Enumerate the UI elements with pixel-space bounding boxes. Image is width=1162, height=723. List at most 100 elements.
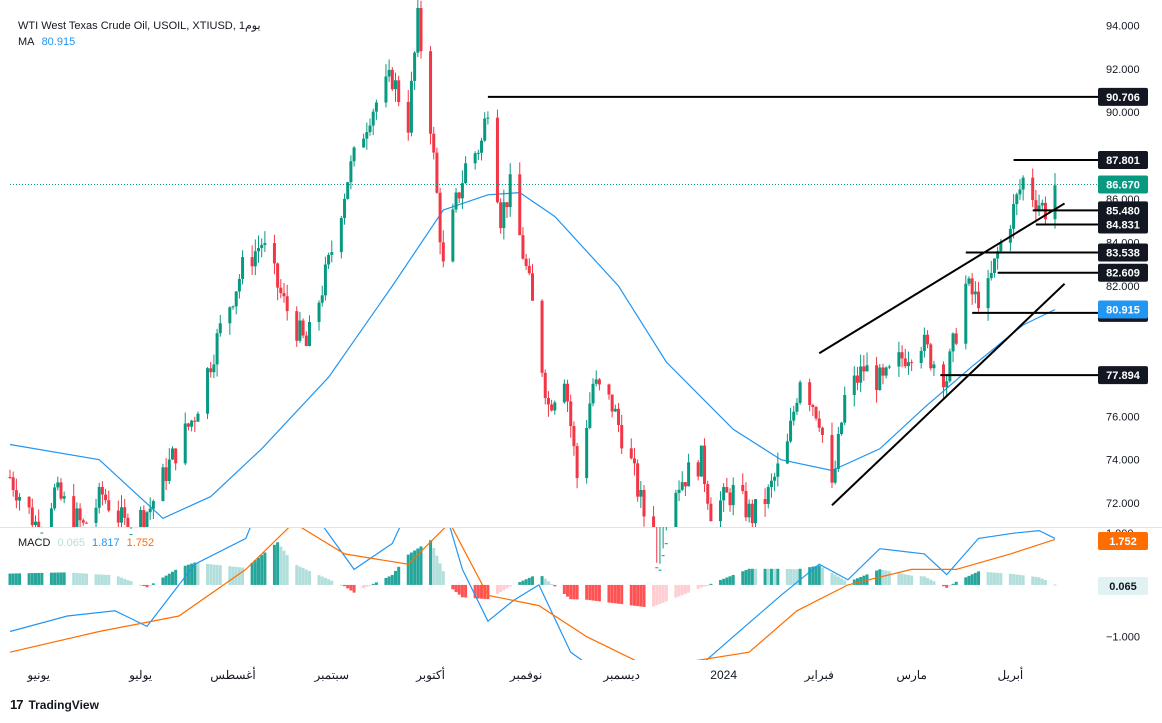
candle-body bbox=[365, 132, 369, 139]
candle-body bbox=[346, 182, 350, 199]
level-label-box bbox=[1098, 263, 1148, 282]
macd-histogram-bar bbox=[884, 570, 888, 585]
candle-body bbox=[951, 333, 955, 352]
candle-body bbox=[840, 422, 844, 434]
time-tick-label: يونيو bbox=[26, 668, 50, 682]
price-tick-label: 90.000 bbox=[1106, 107, 1140, 119]
candle-body bbox=[661, 555, 665, 557]
macd-histogram-bar bbox=[597, 584, 601, 602]
macd-histogram-bar bbox=[260, 555, 264, 585]
macd-histogram-bar bbox=[129, 581, 133, 585]
macd-histogram-bar bbox=[451, 584, 455, 590]
candle-body bbox=[664, 543, 668, 545]
candle-body bbox=[900, 352, 904, 359]
macd-histogram-bar bbox=[836, 576, 840, 585]
macd-histogram-bar bbox=[231, 566, 235, 585]
level-label-text: 87.801 bbox=[1106, 155, 1140, 167]
candle-body bbox=[1015, 194, 1019, 205]
time-axis[interactable]: يونيو يوليو أغسطس سبتمبر أكتوبر نوفمبر ديسمبر 2… bbox=[26, 667, 1023, 682]
macd-histogram-bar bbox=[652, 584, 656, 607]
candle-body bbox=[884, 367, 888, 376]
macd-histogram-bar bbox=[754, 568, 758, 585]
macd-histogram-bar bbox=[49, 572, 53, 585]
candle-body bbox=[196, 413, 200, 422]
trendline[interactable] bbox=[831, 283, 1066, 507]
macd-histogram-bar bbox=[687, 584, 691, 593]
level-label-text: 85.480 bbox=[1106, 205, 1140, 217]
candle-body bbox=[792, 411, 796, 421]
macd-histogram-bar bbox=[977, 571, 981, 585]
macd-histogram-bar bbox=[327, 579, 331, 585]
candle-body bbox=[186, 423, 190, 427]
candle-body bbox=[97, 487, 101, 508]
candles bbox=[8, 0, 1057, 571]
level-label-text: 84.831 bbox=[1106, 219, 1140, 231]
macd-histogram-bar bbox=[1053, 584, 1057, 586]
macd-legend[interactable]: MACD 0.065 1.817 1.752 bbox=[18, 536, 158, 550]
level-label: 82.609 bbox=[1098, 263, 1148, 282]
candle-body bbox=[193, 420, 197, 422]
candle-body bbox=[954, 333, 958, 344]
time-tick-label: ديسمبر bbox=[602, 668, 640, 682]
macd-histogram-bar bbox=[365, 584, 369, 587]
candle-body bbox=[40, 532, 44, 534]
macd-histogram-bar bbox=[193, 562, 197, 585]
macd-histogram-bar bbox=[677, 584, 681, 597]
macd-histogram-bar bbox=[212, 564, 216, 585]
candle-body bbox=[1034, 200, 1038, 211]
symbol-legend[interactable]: WTI West Texas Crude Oil, USOIL, XTIUSD,… bbox=[18, 19, 265, 33]
candle-body bbox=[56, 482, 60, 488]
macd-histogram-bar bbox=[18, 573, 22, 585]
candle-body bbox=[505, 202, 509, 208]
macd-histogram-bar bbox=[789, 569, 793, 585]
macd-histogram-bar bbox=[795, 569, 799, 585]
macd-histogram-bar bbox=[747, 568, 751, 585]
candle-body bbox=[763, 499, 767, 505]
macd-histogram-bar bbox=[900, 573, 904, 585]
macd-histogram-bar bbox=[750, 568, 754, 585]
time-tick-label: فبراير bbox=[804, 668, 834, 682]
macd-histogram-bar bbox=[572, 584, 576, 600]
candle-body bbox=[945, 381, 949, 388]
candle-body bbox=[718, 500, 722, 522]
candle-body bbox=[18, 496, 22, 501]
macd-histogram-bar bbox=[257, 557, 261, 585]
macd-histogram-bar bbox=[833, 574, 837, 585]
time-tick-label: مارس bbox=[896, 668, 927, 682]
candle-body bbox=[706, 484, 710, 504]
candle-body bbox=[750, 503, 754, 524]
macd-histogram-bar bbox=[639, 584, 643, 607]
macd-histogram-bar bbox=[387, 576, 391, 585]
candle-body bbox=[629, 448, 633, 459]
candle-body bbox=[550, 404, 554, 411]
candle-body bbox=[785, 441, 789, 464]
brand-footer[interactable]: 17 TradingView bbox=[10, 697, 99, 712]
ma-price-label-text: 80.915 bbox=[1106, 305, 1140, 317]
macd-histogram-bar bbox=[476, 584, 480, 599]
macd-histogram-bar bbox=[852, 579, 856, 585]
candle-body bbox=[588, 403, 592, 428]
drawings[interactable] bbox=[10, 95, 1098, 507]
candle-body bbox=[820, 427, 824, 435]
candle-body bbox=[33, 521, 37, 526]
macd-histogram-bar bbox=[1037, 577, 1041, 585]
macd-histogram-bar bbox=[409, 552, 413, 585]
trendline[interactable] bbox=[818, 202, 1066, 355]
candle-body bbox=[206, 368, 210, 414]
candle-body bbox=[607, 384, 611, 395]
candle-body bbox=[416, 7, 420, 53]
candle-body bbox=[272, 243, 276, 264]
macd-histogram-bar bbox=[282, 550, 286, 585]
candle-body bbox=[148, 508, 152, 513]
candle-body bbox=[454, 192, 458, 210]
macd-histogram-bar bbox=[435, 555, 439, 585]
macd-signal-label-text: 1.752 bbox=[1109, 536, 1137, 548]
macd-histogram-bar bbox=[932, 581, 936, 585]
macd-histogram-bar bbox=[881, 569, 885, 585]
candle-body bbox=[652, 516, 656, 527]
ma-label: MA bbox=[18, 36, 35, 48]
ma-legend[interactable]: MA 80.915 bbox=[18, 35, 79, 49]
candle-body bbox=[14, 490, 18, 501]
candle-body bbox=[151, 501, 155, 509]
